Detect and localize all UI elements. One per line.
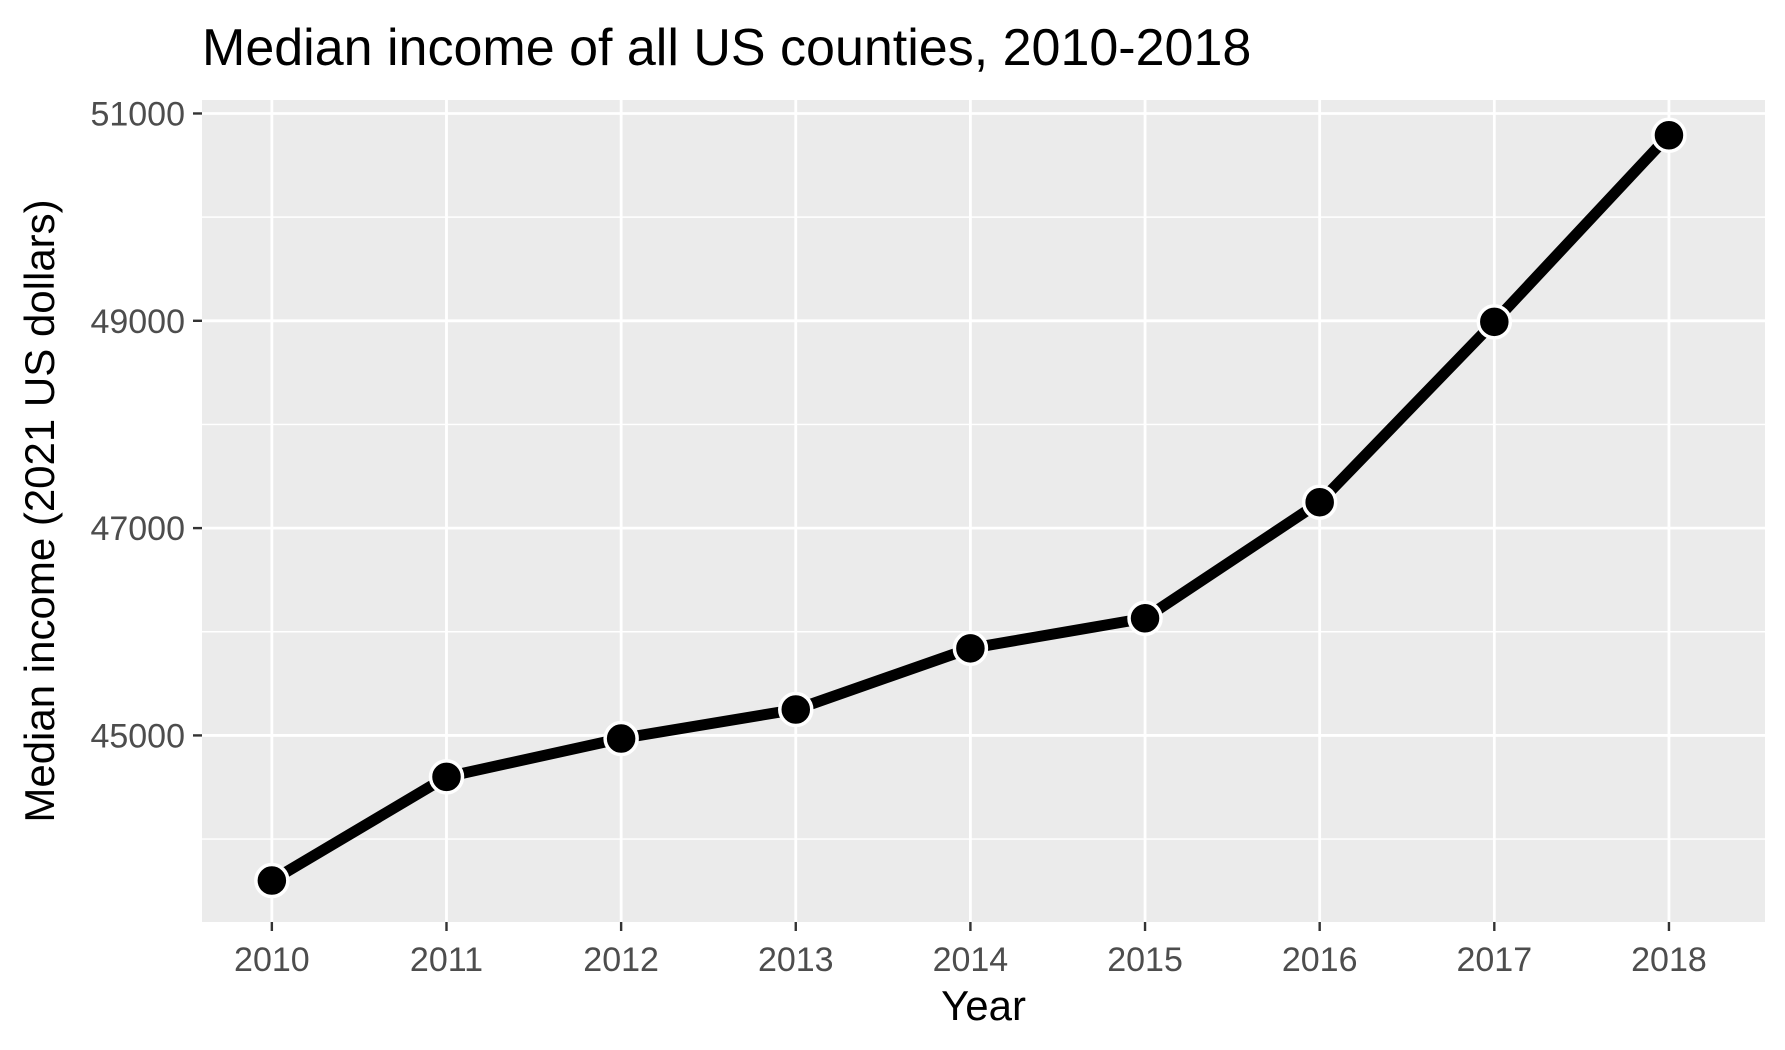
x-tick-label: 2010 [234, 941, 310, 979]
data-point [603, 720, 639, 757]
y-axis-ticks: 45000 47000 49000 51000 [90, 95, 202, 755]
x-axis-title: Year [941, 982, 1026, 1029]
data-point [1301, 484, 1338, 520]
minor-grid [202, 216, 1765, 840]
x-tick-label: 2011 [410, 941, 483, 979]
data-point [778, 691, 814, 728]
y-tick-label: 45000 [90, 717, 185, 755]
x-tick-label: 2016 [1282, 941, 1358, 979]
data-point [1651, 117, 1687, 153]
data-point [952, 630, 989, 667]
plot-panel [202, 100, 1765, 922]
x-tick-label: 2012 [583, 941, 659, 979]
x-tick-label: 2013 [758, 941, 834, 979]
y-axis-title: Median income (2021 US dollars) [16, 199, 63, 822]
x-axis-ticks: 2010 2011 2012 2013 2014 2015 2016 2017 2018 [234, 922, 1707, 979]
y-tick-label: 49000 [90, 303, 185, 341]
x-tick-label: 2015 [1107, 941, 1183, 979]
chart-title: Median income of all US counties, 2010-2… [202, 19, 1251, 77]
major-grid [202, 100, 1765, 922]
points-layer [254, 117, 1687, 899]
data-point [1476, 304, 1513, 340]
x-tick-label: 2018 [1631, 941, 1707, 979]
x-tick-label: 2017 [1456, 941, 1532, 979]
y-tick-label: 47000 [90, 510, 185, 548]
data-point [254, 862, 290, 899]
x-tick-label: 2014 [933, 941, 1009, 979]
y-tick-label: 51000 [90, 95, 185, 133]
data-point [428, 759, 465, 795]
data-point [1127, 600, 1163, 637]
